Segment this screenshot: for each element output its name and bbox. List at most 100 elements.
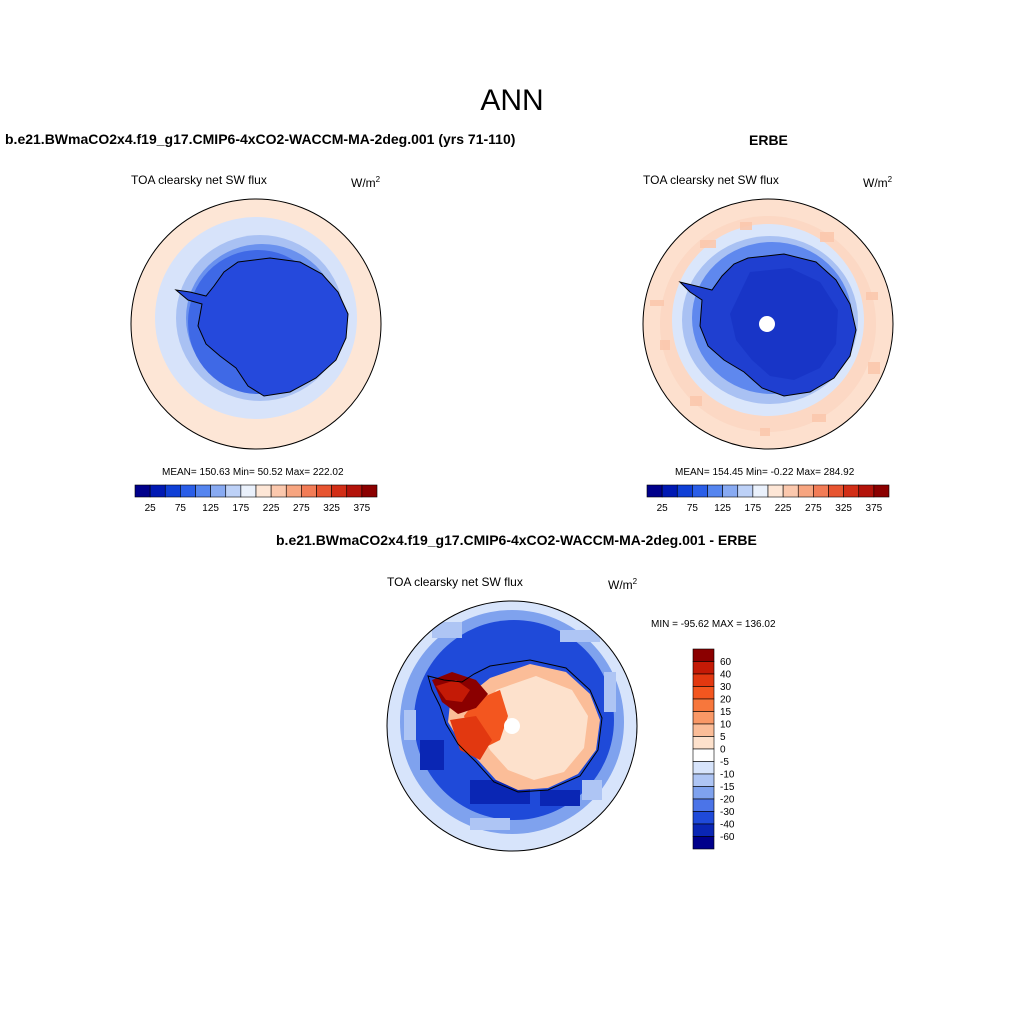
obs-colorbar-box — [722, 484, 739, 498]
obs-colorbar-label: 375 — [866, 503, 883, 514]
obs-colorbar-label: 175 — [745, 503, 762, 514]
diff-colorbar-box — [692, 836, 715, 850]
model-colorbar: 25 75 125 175 225 275 325 375 — [134, 484, 378, 514]
model-colorbar-label: 275 — [293, 503, 310, 514]
diff-stats: MIN = -95.62 MAX = 136.02 — [651, 619, 776, 630]
obs-colorbar-label: 125 — [714, 503, 731, 514]
obs-colorbar-box — [676, 484, 693, 498]
model-antarctica-coastline — [174, 257, 349, 397]
obs-antarctica-coastline — [678, 253, 857, 397]
model-colorbar-label: 325 — [323, 503, 340, 514]
obs-colorbar-label: 275 — [805, 503, 822, 514]
diff-colorbar-label: 20 — [720, 695, 732, 706]
model-colorbar-label: 175 — [233, 503, 250, 514]
diff-colorbar-box — [692, 711, 715, 725]
obs-stats: MEAN= 154.45 Min= -0.22 Max= 284.92 — [675, 467, 855, 478]
diff-colorbar-label: 15 — [720, 707, 732, 718]
diff-subtitle: TOA clearsky net SW flux — [387, 575, 523, 589]
model-stats: MEAN= 150.63 Min= 50.52 Max= 222.02 — [162, 467, 344, 478]
model-colorbar-label: 225 — [263, 503, 280, 514]
diff-colorbar-label: -30 — [720, 807, 735, 818]
model-colorbar-box — [134, 484, 151, 498]
diff-colorbar-label: 0 — [720, 745, 726, 756]
model-colorbar-box — [255, 484, 272, 498]
model-subtitle: TOA clearsky net SW flux — [131, 173, 267, 187]
diff-colorbar-box — [692, 761, 715, 775]
obs-colorbar-box — [828, 484, 844, 498]
diff-colorbar-label: 5 — [720, 732, 726, 743]
obs-colorbar-box — [661, 484, 678, 498]
diff-colorbar-box — [692, 823, 715, 837]
obs-colorbar-box — [707, 484, 723, 498]
diff-colorbar-box — [692, 673, 715, 687]
diff-colorbar-label: 40 — [720, 670, 732, 681]
model-colorbar-box — [301, 484, 317, 498]
model-panel-title: b.e21.BWmaCO2x4.f19_g17.CMIP6-4xCO2-WACC… — [5, 131, 516, 147]
diff-colorbar-label: -10 — [720, 770, 735, 781]
obs-colorbar-label: 25 — [657, 503, 669, 514]
model-colorbar-box — [225, 484, 242, 498]
model-colorbar-box — [331, 484, 348, 498]
obs-subtitle: TOA clearsky net SW flux — [643, 173, 779, 187]
diff-colorbar-label: 30 — [720, 682, 732, 693]
model-map-border — [130, 198, 382, 450]
model-colorbar-label: 125 — [202, 503, 219, 514]
model-colorbar-box — [149, 484, 166, 498]
diff-panel-title: b.e21.BWmaCO2x4.f19_g17.CMIP6-4xCO2-WACC… — [276, 532, 757, 548]
model-colorbar-box — [240, 484, 257, 498]
obs-units: W/m2 — [863, 175, 893, 190]
obs-colorbar-label: 325 — [835, 503, 852, 514]
diff-colorbar-label: -20 — [720, 795, 735, 806]
model-colorbar-box — [361, 484, 378, 498]
diff-antarctica-coastline — [427, 659, 603, 793]
model-map — [131, 199, 381, 449]
obs-colorbar-box — [813, 484, 829, 498]
diff-colorbar-box — [692, 648, 715, 662]
model-colorbar-box — [164, 484, 181, 498]
diff-colorbar-label: 60 — [720, 657, 732, 668]
model-colorbar-box — [195, 484, 211, 498]
obs-colorbar-box — [873, 484, 890, 498]
diff-map — [387, 601, 637, 851]
diff-colorbar-box — [692, 811, 715, 825]
diff-colorbar-box — [692, 786, 715, 800]
diff-colorbar-label: -15 — [720, 782, 735, 793]
diff-colorbar-label: 10 — [720, 720, 732, 731]
diff-colorbar-box — [692, 798, 715, 812]
model-colorbar-box — [210, 484, 227, 498]
obs-colorbar-box — [737, 484, 754, 498]
model-colorbar-box — [180, 484, 196, 498]
obs-colorbar-box — [767, 484, 784, 498]
obs-map — [643, 199, 893, 449]
obs-colorbar-label: 75 — [687, 503, 699, 514]
obs-panel-title: ERBE — [749, 132, 788, 148]
figure-title: ANN — [480, 84, 544, 117]
diff-units: W/m2 — [608, 577, 638, 592]
obs-colorbar-box — [752, 484, 769, 498]
diff-colorbar-box — [692, 773, 715, 787]
diff-colorbar-label: -40 — [720, 820, 735, 831]
diff-colorbar-box — [692, 686, 715, 700]
obs-colorbar-box — [782, 484, 799, 498]
diff-colorbar-label: -5 — [720, 757, 729, 768]
model-colorbar-box — [316, 484, 332, 498]
obs-colorbar: 25 75 125 175 225 275 325 375 — [646, 484, 890, 514]
diff-colorbar-label: -60 — [720, 832, 735, 843]
model-colorbar-label: 25 — [145, 503, 157, 514]
diff-colorbar-box — [692, 736, 715, 750]
model-colorbar-label: 75 — [175, 503, 187, 514]
diff-colorbar-box — [692, 748, 715, 762]
obs-colorbar-box — [692, 484, 708, 498]
model-colorbar-box — [285, 484, 302, 498]
obs-map-border — [642, 198, 894, 450]
diff-colorbar-box — [692, 661, 715, 675]
obs-colorbar-box — [858, 484, 875, 498]
model-units: W/m2 — [351, 175, 381, 190]
diff-map-border — [386, 600, 638, 852]
obs-colorbar-box — [646, 484, 663, 498]
obs-colorbar-box — [843, 484, 860, 498]
diff-colorbar-box — [692, 698, 715, 712]
diff-colorbar-box — [692, 723, 715, 737]
